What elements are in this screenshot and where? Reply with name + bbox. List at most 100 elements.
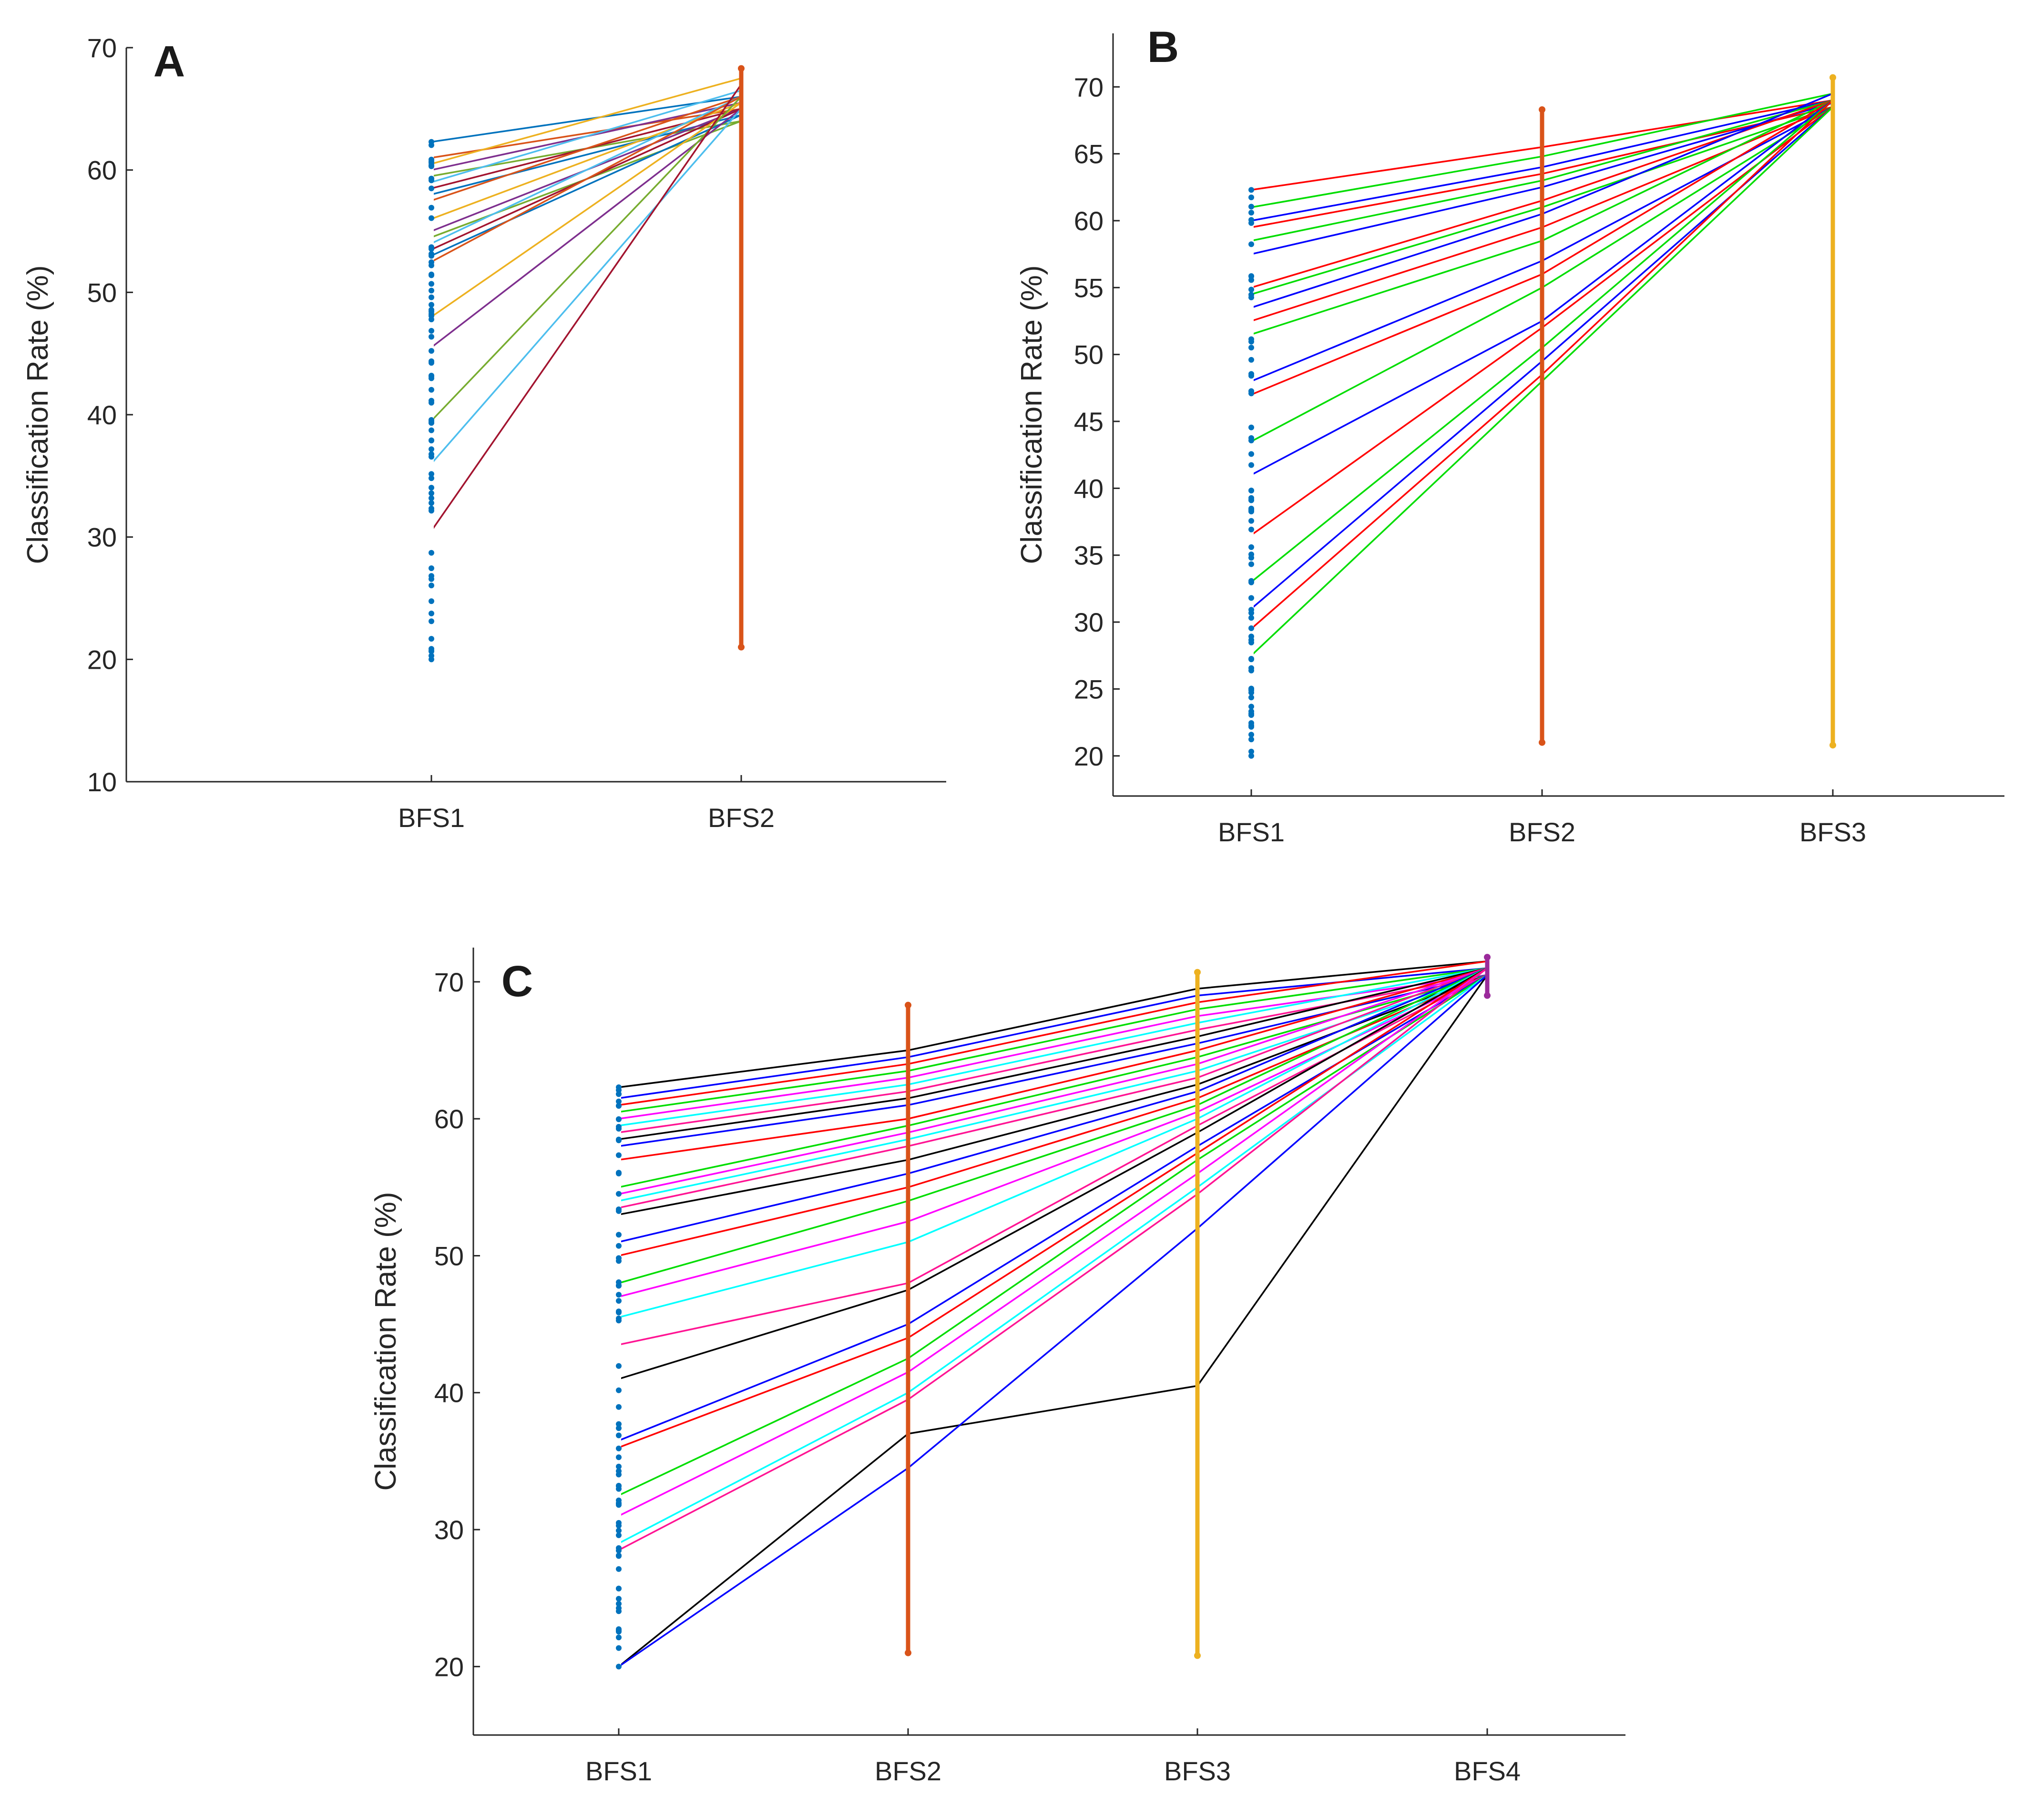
data-point	[616, 1463, 622, 1470]
series-line	[431, 95, 742, 143]
data-point	[616, 1309, 622, 1316]
data-point	[429, 648, 434, 654]
panel-a-chart: 10 20 30 40 50 60 70 BFS1 BFS2 Classification Rat…	[21, 33, 946, 833]
data-point	[429, 550, 434, 556]
y-tick-label: 50	[1074, 340, 1104, 370]
y-axis-label: Classification Rate (%)	[369, 1192, 402, 1491]
y-tick-label: 30	[434, 1515, 464, 1545]
data-point	[616, 1552, 622, 1559]
y-tick-label: 70	[1074, 72, 1104, 102]
data-point	[429, 420, 434, 426]
data-point	[1248, 748, 1254, 755]
data-point	[616, 1404, 622, 1410]
data-point	[616, 1298, 622, 1304]
data-point	[1829, 74, 1836, 81]
data-point	[1248, 488, 1254, 494]
data-point	[1248, 555, 1254, 561]
series-line	[618, 967, 1488, 1380]
x-tick-label: BFS3	[1799, 817, 1866, 847]
data-point	[1248, 345, 1254, 351]
data-point	[1248, 187, 1254, 193]
y-tick-label: 40	[434, 1378, 464, 1408]
y-tick-label: 30	[1074, 607, 1104, 637]
data-point	[429, 328, 434, 334]
series-line	[431, 102, 742, 318]
y-axis-label: Classification Rate (%)	[1015, 265, 1048, 564]
data-point	[429, 505, 434, 511]
y-tick-label: 30	[87, 522, 117, 552]
series-line	[618, 967, 1488, 1551]
data-point	[738, 643, 745, 651]
series-line	[618, 967, 1488, 1318]
data-point	[1248, 277, 1254, 283]
data-point	[429, 598, 434, 604]
data-point	[616, 1566, 622, 1572]
series-line	[618, 974, 1488, 1188]
data-point	[1248, 607, 1254, 613]
data-point	[429, 485, 434, 491]
y-tick-label: 35	[1074, 541, 1104, 571]
data-point	[1248, 194, 1254, 201]
series-lines	[618, 960, 1488, 1667]
data-point	[616, 1116, 622, 1122]
data-point	[616, 1468, 622, 1474]
data-point	[429, 387, 434, 393]
data-point	[1248, 561, 1254, 567]
data-point	[429, 358, 434, 364]
series-line	[431, 96, 742, 263]
y-tick-label: 50	[87, 277, 117, 307]
data-point	[429, 582, 434, 589]
y-tick-label: 50	[434, 1241, 464, 1271]
data-point	[1248, 732, 1254, 738]
x-tick-label: BFS1	[585, 1756, 652, 1786]
data-point	[616, 1152, 622, 1158]
data-point	[429, 471, 434, 477]
series-line	[618, 967, 1488, 1517]
data-point	[1248, 722, 1254, 728]
data-point	[616, 1548, 622, 1553]
data-point	[738, 65, 745, 72]
data-point	[429, 204, 434, 211]
data-point	[429, 177, 434, 184]
x-tick-label: BFS3	[1164, 1756, 1231, 1786]
series-line	[618, 967, 1488, 1209]
data-point	[429, 185, 434, 192]
x-tick-label: BFS1	[398, 803, 465, 833]
y-tick-label: 65	[1074, 139, 1104, 169]
data-point	[429, 308, 434, 315]
y-tick-label: 40	[87, 400, 117, 430]
panel-letter: A	[153, 37, 185, 86]
data-point	[429, 398, 434, 404]
data-point	[1248, 595, 1254, 601]
data-point	[1248, 753, 1254, 759]
x-tick-label: BFS2	[1509, 817, 1575, 847]
series-line	[431, 96, 742, 202]
y-axis-label: Classification Rate (%)	[21, 265, 54, 564]
data-point	[1248, 633, 1254, 640]
series-line	[618, 967, 1488, 1140]
data-point	[616, 1522, 622, 1529]
data-point	[429, 427, 434, 433]
y-tick-label: 60	[87, 155, 117, 185]
y-tick-label: 20	[87, 644, 117, 674]
data-point	[429, 253, 434, 259]
data-point	[429, 437, 434, 443]
data-point	[429, 302, 434, 308]
data-point	[1248, 295, 1254, 300]
data-point	[616, 1596, 622, 1602]
x-tick-label: BFS2	[708, 803, 775, 833]
data-point	[616, 1292, 622, 1298]
data-point	[1248, 241, 1254, 247]
x-tick-label: BFS1	[1218, 817, 1285, 847]
data-point	[616, 1532, 622, 1538]
series-line	[430, 84, 742, 531]
series-line	[618, 967, 1488, 1113]
series-line	[618, 974, 1488, 1120]
data-point	[616, 1282, 622, 1288]
data-point	[1248, 708, 1254, 715]
panel-c-chart: 20 30 40 50 60 70 BFS1 BFS2 BFS3 BFS4 Classificati…	[369, 948, 1625, 1786]
data-point	[1248, 357, 1254, 363]
data-point	[1248, 736, 1254, 743]
data-point	[1248, 204, 1254, 210]
